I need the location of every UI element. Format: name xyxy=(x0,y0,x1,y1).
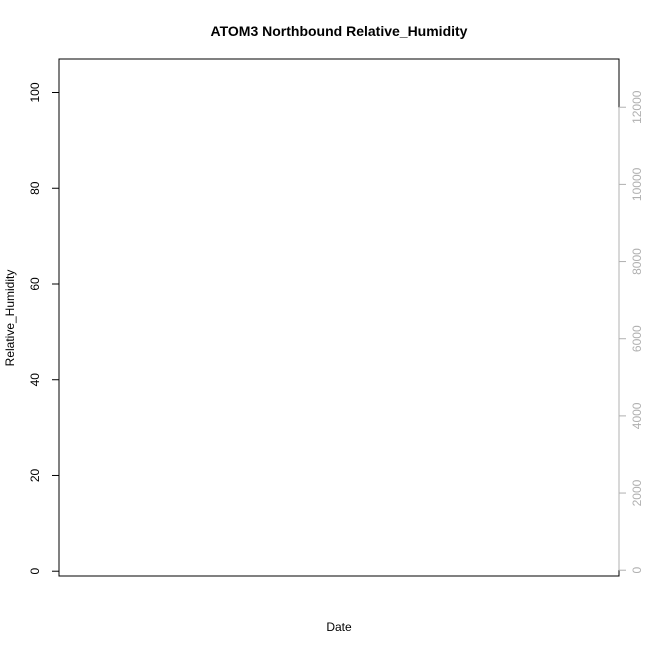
y2-tick-label: 10000 xyxy=(630,167,644,201)
y-tick-label: 0 xyxy=(28,568,42,575)
y-axis-right: 0 2000 4000 6000 8000 10000 12000 xyxy=(618,90,644,574)
y2-tick-label: 6000 xyxy=(630,325,644,352)
y2-tick-label: 4000 xyxy=(630,402,644,429)
y-tick-label: 60 xyxy=(28,277,42,291)
x-axis-label: Date xyxy=(326,620,352,634)
y-tick-label: 40 xyxy=(28,373,42,387)
chart-title: ATOM3 Northbound Relative_Humidity xyxy=(211,23,468,39)
plot-frame xyxy=(58,58,620,577)
y-axis-label: Relative_Humidity xyxy=(3,270,17,367)
y2-tick-label: 2000 xyxy=(630,479,644,506)
y-tick-label: 80 xyxy=(28,181,42,195)
y-tick-label: 20 xyxy=(28,468,42,482)
y-axis-left: 0 20 40 60 80 100 xyxy=(28,82,60,575)
y2-tick-label: 8000 xyxy=(630,248,644,275)
y-tick-label: 100 xyxy=(28,82,42,102)
y2-tick-label: 0 xyxy=(630,567,644,574)
y2-tick-label: 12000 xyxy=(630,90,644,124)
